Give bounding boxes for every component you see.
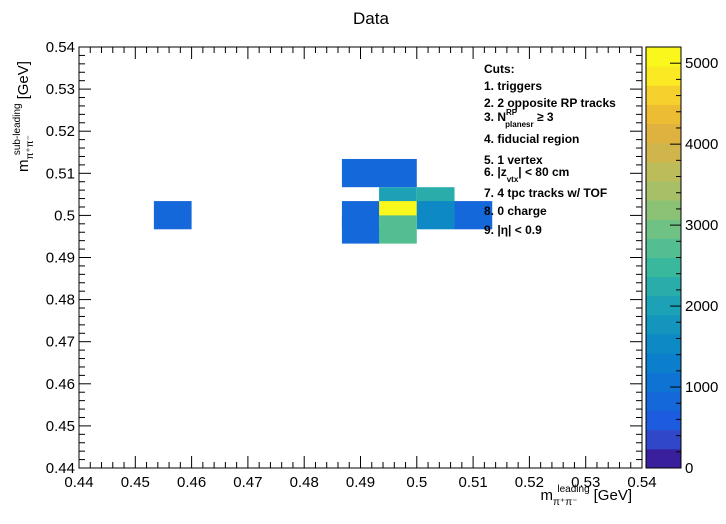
colorbar-swatch xyxy=(646,372,681,392)
plot-frame xyxy=(78,46,643,469)
y-tick-label: 0.45 xyxy=(46,418,75,435)
y-tick-label: 0.44 xyxy=(46,460,75,477)
heatmap-cell xyxy=(416,201,455,230)
x-tick-label: 0.51 xyxy=(458,474,487,491)
x-tick-label: 0.54 xyxy=(627,474,656,491)
x-tick-label: 0.53 xyxy=(571,474,600,491)
y-tick-label: 0.51 xyxy=(46,165,75,182)
heatmap-cell xyxy=(454,201,493,230)
colorbar-swatch xyxy=(646,410,681,431)
colorbar-tick-label: 5000 xyxy=(685,55,718,72)
colorbar-tick-label: 1000 xyxy=(685,379,718,396)
colorbar-swatch xyxy=(646,104,681,125)
x-tick-label: 0.45 xyxy=(121,474,150,491)
colorbar-swatch xyxy=(646,276,681,297)
cut-item-5: 5. 1 vertex xyxy=(484,153,543,167)
cut-item-3: 3. NRP planesr ≥ 3 xyxy=(484,108,554,129)
x-tick-label: 0.46 xyxy=(177,474,206,491)
colorbar-swatch xyxy=(646,429,681,450)
colorbar-swatch xyxy=(646,238,681,258)
y-tick-labels: 0.44 0.45 0.46 0.47 0.48 0.49 0.5 0.51 0.52 0.53 0… xyxy=(46,39,75,477)
y-tick-label: 0.54 xyxy=(46,39,75,56)
y-axis-label: mπ⁺π⁻sub-leading[GeV] xyxy=(12,61,36,172)
x-tick-label: 0.5 xyxy=(406,474,427,491)
colorbar-swatch xyxy=(646,180,681,201)
colorbar-swatch xyxy=(646,142,681,163)
y-tick-label: 0.53 xyxy=(46,81,75,98)
colorbar-swatch xyxy=(646,334,681,354)
colorbar-swatch xyxy=(646,161,681,182)
y-tick-label: 0.48 xyxy=(46,292,75,309)
cut-item-7: 7. 4 tpc tracks w/ TOF xyxy=(484,186,607,200)
cuts-heading: Cuts: xyxy=(484,62,515,76)
heatmap-cell xyxy=(341,215,380,244)
colorbar-swatch xyxy=(646,47,681,67)
heatmap-cell xyxy=(341,158,380,188)
x-axis-label: mπ⁺π⁻leading [GeV] xyxy=(541,484,632,508)
cut-item-1: 1. triggers xyxy=(484,79,542,93)
colorbar-swatch xyxy=(646,353,681,373)
axis-ticks xyxy=(78,46,643,469)
colorbar-swatch xyxy=(646,391,681,412)
cut-item-9: 9. |η| < 0.9 xyxy=(484,223,542,237)
colorbar-swatch xyxy=(646,257,681,278)
heatmap-cell xyxy=(379,215,417,244)
colorbar-swatch xyxy=(646,295,681,316)
colorbar-ticks: 0 1000 2000 3000 4000 5000 xyxy=(670,55,718,477)
cut-item-2: 2. 2 opposite RP tracks xyxy=(484,96,616,110)
colorbar-swatch xyxy=(646,314,681,335)
y-tick-label: 0.47 xyxy=(46,334,75,351)
heatmap-cells xyxy=(153,158,493,244)
x-tick-label: 0.44 xyxy=(64,474,93,491)
heatmap-cell xyxy=(379,158,417,188)
heatmap-cell xyxy=(153,201,192,230)
x-tick-labels: 0.44 0.45 0.46 0.47 0.48 0.49 0.5 0.51 0.52 0.53 0… xyxy=(64,474,656,491)
y-tick-label: 0.49 xyxy=(46,250,75,267)
colorbar-tick-label: 3000 xyxy=(685,217,718,234)
cut-item-6: 6. |zvtx| < 80 cm xyxy=(484,165,569,184)
colorbar-swatch xyxy=(646,66,681,86)
x-tick-label: 0.52 xyxy=(515,474,544,491)
x-tick-label: 0.48 xyxy=(290,474,319,491)
y-tick-label: 0.52 xyxy=(46,123,75,140)
cuts-legend: Cuts: 1. triggers 2. 2 opposite RP track… xyxy=(484,62,616,237)
colorbar-swatch xyxy=(646,200,681,220)
colorbar-swatch xyxy=(646,123,681,144)
cut-item-8: 8. 0 charge xyxy=(484,204,547,218)
cut-item-4: 4. fiducial region xyxy=(484,132,579,146)
y-tick-label: 0.46 xyxy=(46,376,75,393)
x-tick-label: 0.47 xyxy=(233,474,262,491)
colorbar xyxy=(646,47,681,469)
x-tick-label: 0.49 xyxy=(346,474,375,491)
colorbar-swatch xyxy=(646,448,681,469)
chart-title: Data xyxy=(353,9,389,28)
y-tick-label: 0.5 xyxy=(54,207,75,224)
colorbar-swatch xyxy=(646,85,681,105)
colorbar-tick-label: 0 xyxy=(685,460,693,477)
colorbar-tick-label: 2000 xyxy=(685,298,718,315)
colorbar-swatch xyxy=(646,219,681,239)
colorbar-tick-label: 4000 xyxy=(685,136,718,153)
